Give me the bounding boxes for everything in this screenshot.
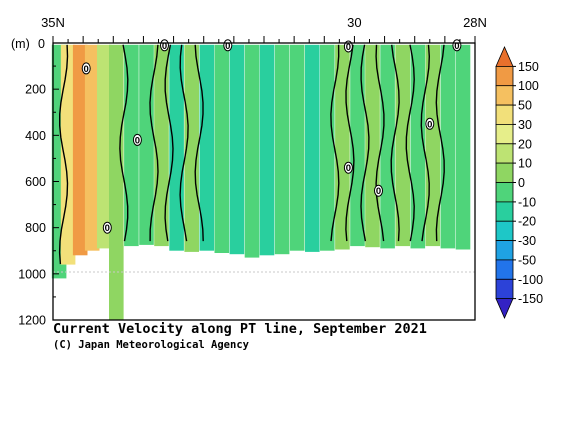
colorbar-segment xyxy=(495,259,514,280)
velocity-column xyxy=(214,44,230,253)
zero-contour xyxy=(375,44,385,242)
x-tick-label: 35N xyxy=(41,15,65,30)
zero-contour xyxy=(390,44,400,242)
velocity-column xyxy=(84,44,100,251)
colorbar-label: -20 xyxy=(518,215,536,229)
colorbar-label: 0 xyxy=(518,176,525,190)
zero-contour xyxy=(194,44,204,242)
colorbar-segment xyxy=(495,85,514,106)
contour-label: 0 xyxy=(346,163,351,174)
colorbar-label: 150 xyxy=(518,60,539,74)
velocity-column xyxy=(305,44,320,252)
contour-label-bubble xyxy=(425,117,435,130)
colorbar-label: -150 xyxy=(518,292,543,306)
contour-label-bubble xyxy=(374,184,383,197)
velocity-column xyxy=(244,44,260,258)
velocity-column xyxy=(410,44,426,249)
velocity-column xyxy=(199,44,215,251)
velocity-column xyxy=(109,44,124,321)
velocity-column xyxy=(124,44,139,247)
y-tick-label: 200 xyxy=(25,83,46,97)
y-axis-zero-label: 0 xyxy=(38,37,45,51)
colorbar-label: 20 xyxy=(518,137,532,151)
y-axis: (m) 0 200 400 600 800 1000 1200 xyxy=(11,37,59,328)
x-tick-label: 28N xyxy=(463,15,487,30)
x-axis: 35N 30 28N xyxy=(41,15,487,43)
colorbar-label: -30 xyxy=(518,234,536,248)
zero-contour xyxy=(149,44,159,242)
velocity-column xyxy=(184,44,199,252)
colorbar-label: 50 xyxy=(518,99,532,113)
colorbar-label: -10 xyxy=(518,195,536,209)
velocity-column xyxy=(440,44,456,249)
colorbar-segment xyxy=(495,66,514,87)
velocity-column xyxy=(289,44,305,251)
velocity-column xyxy=(320,44,335,251)
zero-contour xyxy=(360,44,370,242)
colorbar-segment xyxy=(495,124,514,145)
velocity-column xyxy=(72,44,88,256)
contour-label: 0 xyxy=(225,41,230,52)
zero-contour xyxy=(179,44,189,242)
y-tick-label: 400 xyxy=(25,129,46,143)
contour-label-bubble xyxy=(343,40,353,53)
velocity-column xyxy=(169,44,184,251)
zero-contour xyxy=(420,44,431,242)
velocity-cells xyxy=(51,44,471,321)
y-tick-label: 600 xyxy=(25,175,46,189)
y-axis-unit: (m) xyxy=(11,37,30,51)
colorbar-segment xyxy=(495,104,514,125)
colorbar-bottom-arrow xyxy=(495,298,514,319)
contour-label: 0 xyxy=(427,119,432,130)
zero-contour xyxy=(435,44,445,242)
colorbar-segment xyxy=(495,240,514,261)
colorbar-label: -100 xyxy=(518,273,543,287)
colorbar-label: -50 xyxy=(518,253,536,267)
zero-contour xyxy=(345,44,355,242)
zero-contour xyxy=(58,44,69,265)
velocity-column xyxy=(259,44,275,256)
colorbar-segment xyxy=(495,162,514,183)
zero-contour-lines xyxy=(58,44,445,265)
contour-label-bubble xyxy=(81,62,91,75)
colorbar-top-arrow xyxy=(495,46,514,67)
contour-label: 0 xyxy=(105,223,110,234)
colorbar-segment xyxy=(495,220,514,241)
contour-label: 0 xyxy=(454,41,459,52)
contour-label: 0 xyxy=(162,41,167,52)
zero-contour xyxy=(164,44,174,242)
colorbar-segment xyxy=(495,201,514,222)
zero-contour xyxy=(330,44,340,242)
contour-label-bubble xyxy=(132,133,142,146)
contour-label: 0 xyxy=(376,186,381,197)
credit-line: (C) Japan Meteorological Agency xyxy=(53,339,249,351)
velocity-column xyxy=(274,44,290,255)
y-tick-label: 1000 xyxy=(18,267,46,281)
zero-contour xyxy=(119,44,129,242)
colorbar-segment xyxy=(495,143,514,164)
colorbar-segment xyxy=(495,278,514,300)
y-tick-label: 800 xyxy=(25,221,46,235)
colorbar-segment xyxy=(495,182,514,203)
contour-label: 0 xyxy=(346,42,351,53)
chart-title: Current Velocity along PT line, Septembe… xyxy=(53,321,427,337)
velocity-column xyxy=(455,44,471,250)
velocity-column xyxy=(97,44,112,249)
colorbar-label: 100 xyxy=(518,79,539,93)
contour-label: 0 xyxy=(135,135,140,146)
velocity-column xyxy=(154,44,169,247)
contour-label: 0 xyxy=(84,64,89,75)
zero-contour xyxy=(405,44,415,242)
colorbar-label: 10 xyxy=(518,157,532,171)
x-tick-label: 30 xyxy=(347,15,361,30)
velocity-column xyxy=(380,44,395,249)
colorbar-label: 30 xyxy=(518,118,532,132)
velocity-column xyxy=(229,44,245,255)
contour-label-bubble xyxy=(102,221,112,234)
contour-label-bubble xyxy=(343,161,353,174)
y-tick-label: 1200 xyxy=(18,314,46,328)
